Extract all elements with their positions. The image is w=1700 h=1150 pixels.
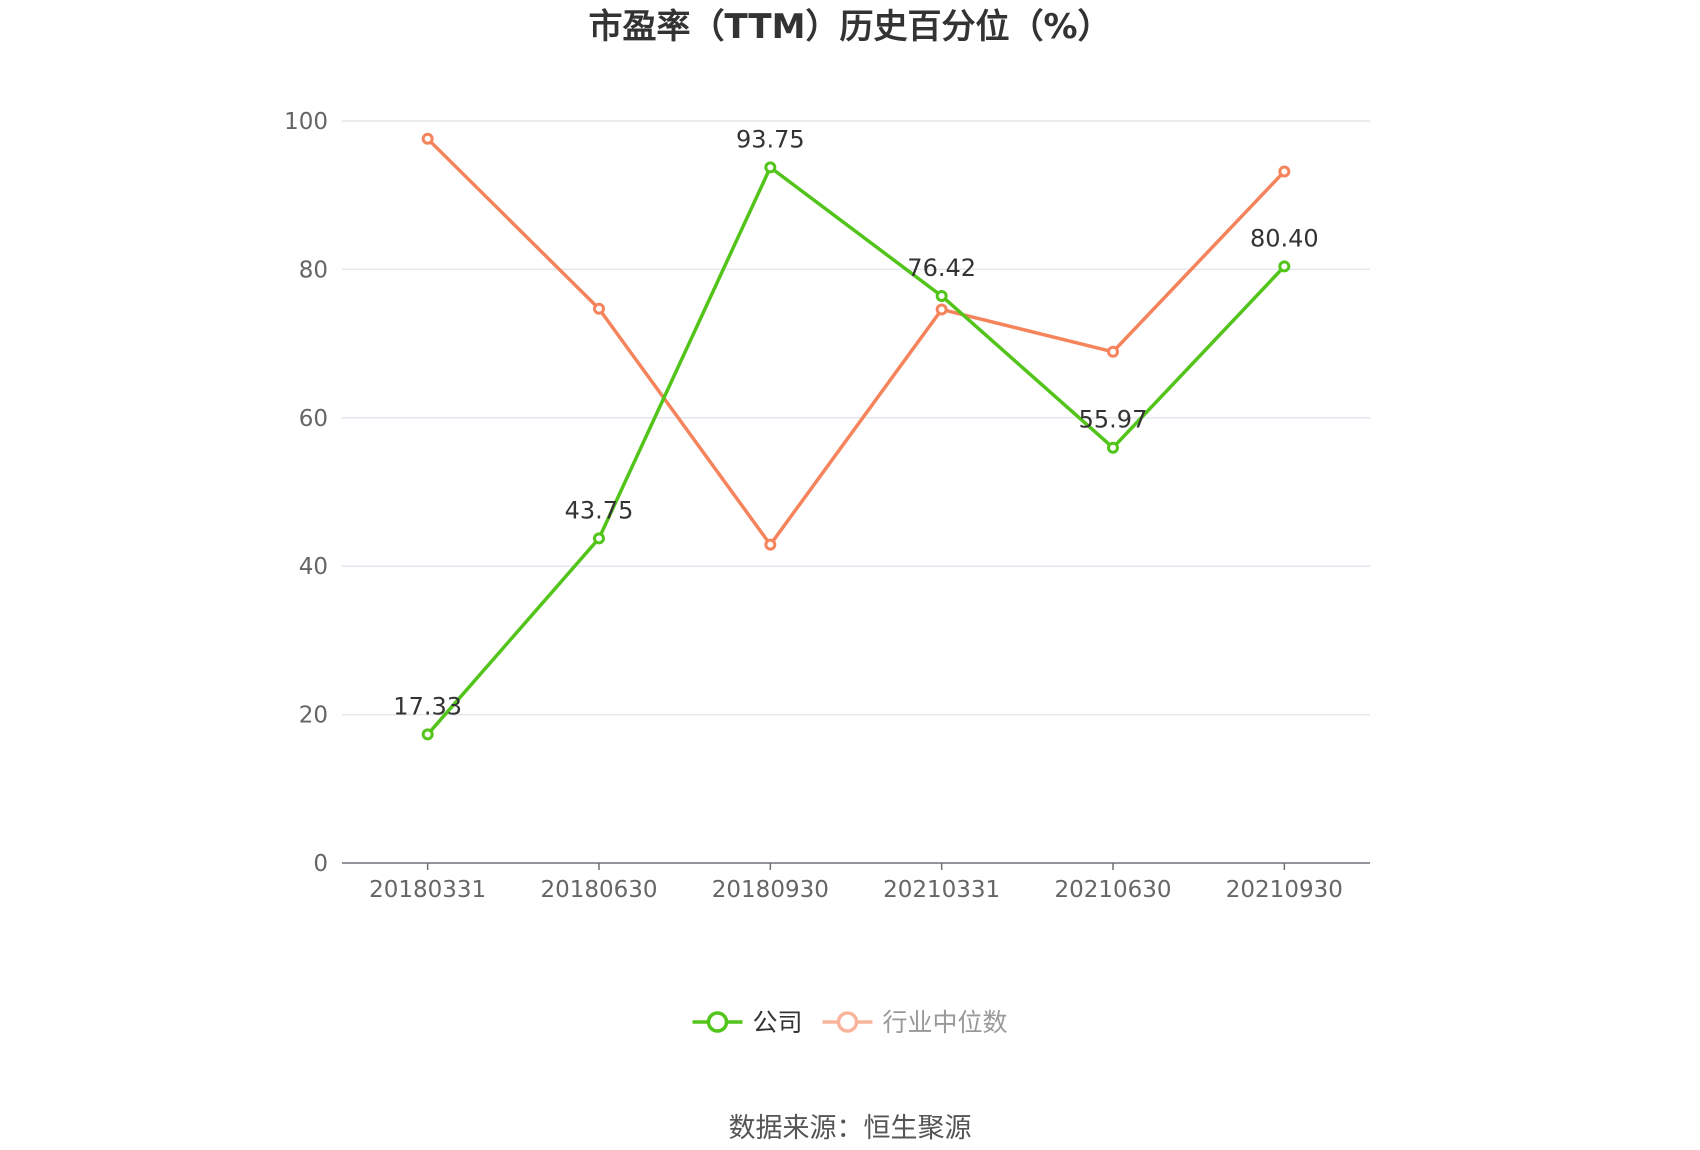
- series-layer: [421, 132, 1291, 741]
- series-1-point-20210930: [1278, 165, 1291, 178]
- series-0-point-20180331: [421, 728, 434, 741]
- legend-marker-0: [706, 1011, 729, 1033]
- x-tick-label-20180930: 20180930: [712, 877, 829, 903]
- y-tick-label-60: 60: [299, 406, 328, 432]
- y-tick-label-100: 100: [284, 109, 328, 135]
- series-0-point-20180930: [764, 161, 777, 174]
- legend-item-1[interactable]: 行业中位数: [822, 1008, 1008, 1037]
- chart-title: 市盈率（TTM）历史百分位（%）: [588, 7, 1111, 47]
- data-label-20180930: 93.75: [736, 125, 805, 153]
- x-tick-label-20180630: 20180630: [540, 877, 657, 903]
- y-tick-label-40: 40: [299, 554, 328, 580]
- axis-layer: 0 20 40 60 80 100 20180331 20180630 20180930 2021…: [284, 109, 1370, 903]
- legend-item-0[interactable]: 公司: [692, 1008, 803, 1037]
- legend-marker-1: [836, 1011, 859, 1033]
- legend-label-1: 行业中位数: [883, 1008, 1008, 1037]
- data-label-20180331: 17.33: [393, 692, 462, 720]
- y-tick-label-0: 0: [313, 851, 328, 877]
- y-tick-label-80: 80: [299, 257, 328, 283]
- data-label-20210331: 76.42: [907, 254, 976, 282]
- data-label-20180630: 43.75: [565, 496, 634, 524]
- series-1-point-20180331: [421, 132, 434, 145]
- x-tick-label-20210930: 20210930: [1226, 877, 1343, 903]
- x-tick-label-20210331: 20210331: [883, 877, 1000, 903]
- x-tick-label-20180331: 20180331: [369, 877, 486, 903]
- data-source-note: 数据来源：恒生聚源: [729, 1113, 972, 1144]
- series-line-0: [426, 165, 1286, 736]
- data-label-20210630: 55.97: [1079, 406, 1148, 434]
- series-1-point-20180930: [764, 538, 777, 551]
- series-0-point-20180630: [593, 532, 605, 545]
- x-tick-label-20210630: 20210630: [1054, 877, 1171, 903]
- series-1-point-20210630: [1107, 345, 1119, 358]
- series-0-point-20210630: [1107, 441, 1119, 454]
- legend[interactable]: 公司 行业中位数: [692, 1008, 1008, 1037]
- series-0-point-20210331: [935, 289, 948, 302]
- grid-layer: [342, 120, 1370, 716]
- series-1-point-20180630: [593, 302, 605, 315]
- series-0-point-20210930: [1278, 260, 1291, 273]
- legend-label-0: 公司: [753, 1008, 803, 1037]
- data-label-20210930: 80.40: [1250, 224, 1319, 252]
- series-1-point-20210331: [935, 303, 948, 316]
- series-line-1: [426, 137, 1286, 547]
- data-label-layer: 17.33 43.75 93.75 76.42 55.97 80.40: [393, 125, 1318, 720]
- y-tick-label-20: 20: [299, 703, 328, 729]
